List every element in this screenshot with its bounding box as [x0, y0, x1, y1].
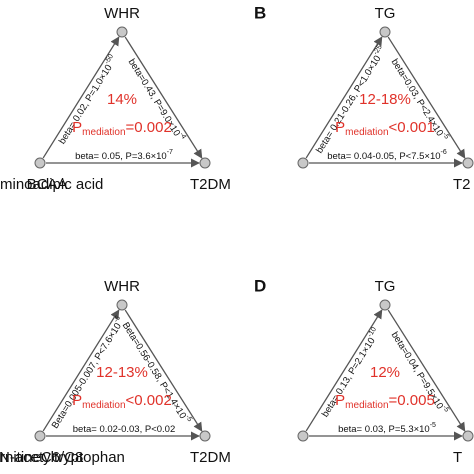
p-subscript: mediation — [345, 127, 388, 138]
edge-exponent: -5 — [441, 131, 450, 140]
edge-text: beta= 0.03, P=5.3×10 — [338, 424, 430, 435]
node-label: BCAA — [27, 176, 68, 193]
p-value: <0.002 — [126, 392, 172, 409]
edge-exponent: -50 — [104, 53, 115, 65]
node — [199, 430, 211, 442]
edge-exponent: -6 — [441, 149, 447, 156]
node — [379, 299, 391, 311]
node-label: T2DM — [190, 449, 231, 466]
arrow — [124, 309, 203, 432]
node — [297, 430, 309, 442]
panel-letter: B — [254, 3, 266, 22]
edge-exponent: -4 — [178, 131, 187, 140]
mediation-p: Pmediation<0.001 — [335, 119, 435, 138]
arrow — [305, 36, 383, 159]
node-label: WHR — [104, 278, 140, 295]
edge-text: beta= 0.05, P=3.6×10 — [75, 151, 167, 162]
edge-text: beta= 0.02-0.03, P<0.02 — [73, 424, 175, 435]
arrow — [387, 36, 466, 159]
edge-label: beta= 0.03, P=5.3×10-5 — [338, 422, 436, 435]
arrow — [387, 309, 466, 432]
mediation-percent: 12-18% — [359, 91, 411, 108]
edge-text: beta= 0.04-0.05, P<7.5×10 — [327, 151, 440, 162]
node — [462, 157, 474, 169]
edge-exponent: -25 — [372, 44, 383, 56]
edge-label: beta= 0.05, P=3.6×10-7 — [75, 149, 173, 162]
mediation-percent: 12% — [370, 364, 400, 381]
p-symbol: P — [72, 119, 82, 136]
arrow — [42, 309, 120, 432]
edge-exponent: -7 — [167, 149, 173, 156]
edge-label: beta= 0.02-0.03, P<0.02 — [73, 424, 175, 435]
node-label: T2DM — [190, 176, 231, 193]
node — [116, 26, 128, 38]
p-symbol: P — [335, 119, 345, 136]
mediation-p: Pmediation=0.002 — [72, 119, 172, 138]
mediation-p: Pmediation<0.002 — [72, 392, 172, 411]
edge-label: beta= 0.04-0.05, P<7.5×10-6 — [327, 149, 447, 162]
p-value: =0.005 — [389, 392, 435, 409]
edge-exponent: -10 — [367, 326, 378, 338]
edge-exponent: -6 — [113, 315, 122, 324]
node-label: TG — [375, 278, 396, 295]
p-value: <0.001 — [389, 119, 435, 136]
node-label: minoadipic acid — [0, 176, 103, 193]
p-subscript: mediation — [82, 127, 125, 138]
node — [199, 157, 211, 169]
p-symbol: P — [335, 392, 345, 409]
node-label: rnitineC6/C8 — [0, 449, 83, 466]
node — [34, 430, 46, 442]
p-subscript: mediation — [82, 400, 125, 411]
p-symbol: P — [72, 392, 82, 409]
p-value: =0.002 — [126, 119, 172, 136]
edge-exponent: -5 — [430, 422, 436, 429]
node — [116, 299, 128, 311]
arrow — [124, 36, 203, 159]
node-label: TG — [375, 5, 396, 22]
mediation-percent: 14% — [107, 91, 137, 108]
node-label: T2 — [453, 176, 471, 193]
edge-exponent: -5 — [184, 414, 193, 423]
node-label: N-acetyltryptophan — [0, 449, 125, 466]
panel-letter: D — [254, 276, 266, 295]
node — [462, 430, 474, 442]
node — [379, 26, 391, 38]
node-label: WHR — [104, 5, 140, 22]
node — [34, 157, 46, 169]
mediation-p: Pmediation=0.005 — [335, 392, 435, 411]
node-label: T — [453, 449, 462, 466]
arrow — [42, 36, 120, 159]
arrow — [305, 309, 383, 432]
node — [297, 157, 309, 169]
mediation-percent: 12-13% — [96, 364, 148, 381]
p-subscript: mediation — [345, 400, 388, 411]
edge-exponent: -5 — [441, 404, 450, 413]
